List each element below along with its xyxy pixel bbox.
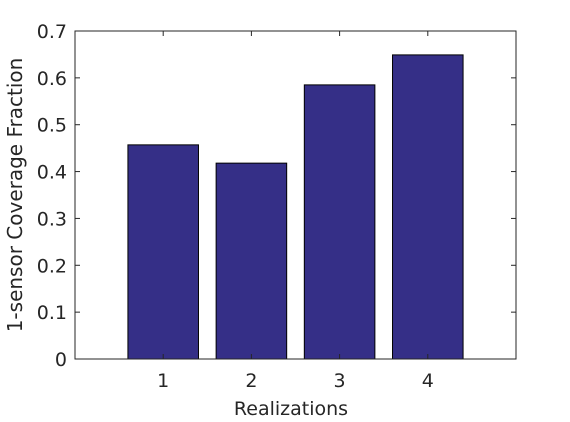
y-tick-label: 0.3 bbox=[37, 208, 67, 230]
plot-frame bbox=[74, 30, 517, 360]
y-tick-label: 0.5 bbox=[37, 115, 67, 137]
y-tick-label: 0.6 bbox=[37, 68, 67, 90]
y-tick-label: 0.2 bbox=[37, 255, 67, 277]
y-axis-label: 1-sensor Coverage Fraction bbox=[3, 58, 27, 333]
bar bbox=[215, 162, 288, 360]
y-tick-label: 0.1 bbox=[37, 302, 67, 324]
x-axis-label: Realizations bbox=[234, 398, 348, 420]
bar bbox=[127, 144, 199, 360]
y-tick-label: 0.4 bbox=[37, 162, 67, 184]
y-tick-label: 0.7 bbox=[37, 21, 67, 43]
x-tick-label: 4 bbox=[422, 370, 434, 392]
x-tick-label: 3 bbox=[334, 370, 346, 392]
bar bbox=[303, 84, 376, 360]
y-tick-label: 0 bbox=[55, 349, 67, 371]
bar bbox=[392, 54, 464, 360]
x-tick-label: 1 bbox=[157, 370, 169, 392]
x-tick-label: 2 bbox=[245, 370, 257, 392]
